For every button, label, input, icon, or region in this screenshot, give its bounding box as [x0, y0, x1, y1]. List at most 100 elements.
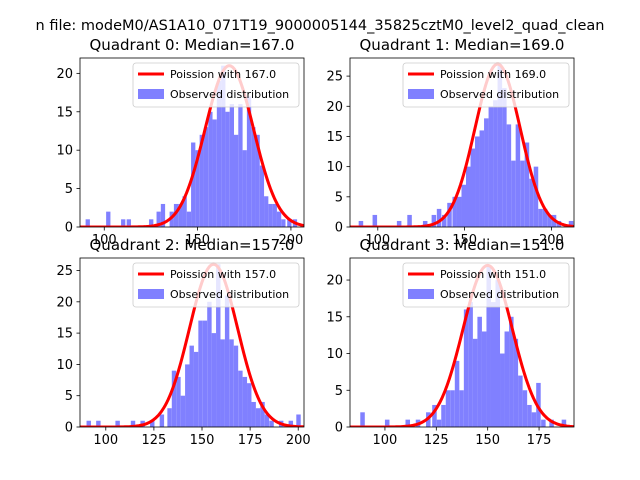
histogram-bar: [468, 302, 473, 427]
y-tick-label: 0: [335, 421, 343, 436]
axes-frame: [79, 257, 305, 428]
histogram-bar: [207, 301, 212, 427]
histogram-bar: [159, 414, 165, 427]
histogram-bar: [229, 339, 234, 427]
y-tick-label: 10: [326, 347, 343, 362]
legend-box: [402, 62, 570, 108]
histogram-bar: [533, 166, 539, 227]
histogram-bar: [542, 208, 548, 227]
histogram-bar: [522, 390, 528, 427]
histogram-bar: [233, 345, 239, 427]
histogram-bar: [251, 401, 256, 427]
y-tick-label: 10: [326, 160, 343, 175]
histogram-bar: [182, 196, 187, 227]
y-tick-label: 20: [326, 274, 343, 289]
x-tick-label: 200: [279, 233, 304, 248]
histogram-bar: [538, 208, 543, 227]
axes-frame: [349, 57, 575, 228]
legend-hist-swatch: [138, 89, 164, 99]
histogram-bar: [276, 211, 282, 227]
histogram-bar: [527, 404, 532, 427]
histogram-bar: [225, 111, 230, 227]
histogram-bar: [358, 220, 364, 227]
y-tick-label: 0: [335, 221, 343, 236]
histogram-bar: [171, 370, 177, 427]
legend-hist-swatch: [408, 89, 434, 99]
histogram-bar: [150, 420, 155, 427]
y-tick-label: 5: [335, 190, 343, 205]
x-tick-label: 175: [238, 433, 263, 448]
histogram-bar: [470, 148, 476, 227]
y-tick-label: 15: [56, 105, 73, 120]
legend-curve-label: Poission with 151.0: [440, 268, 546, 281]
y-tick-label: 5: [65, 182, 73, 197]
histogram-bar: [486, 265, 491, 427]
histogram-bar: [199, 134, 204, 227]
histogram-bar: [86, 420, 91, 427]
histogram-bar: [268, 203, 273, 227]
histogram-bar: [176, 376, 181, 427]
y-tick-label: 15: [326, 310, 343, 325]
poisson-curve: [350, 62, 574, 227]
histogram-bar: [185, 364, 190, 427]
x-tick-label: 100: [93, 433, 118, 448]
x-tick-label: 200: [539, 233, 564, 248]
histogram-bar: [167, 408, 172, 427]
histogram-bar: [372, 214, 378, 227]
histogram-bar: [459, 390, 464, 427]
x-tick-label: 125: [141, 433, 166, 448]
histogram-bar: [195, 150, 200, 227]
histogram-bar: [495, 280, 501, 427]
histogram-bar: [481, 331, 487, 427]
x-tick-label: 100: [365, 233, 390, 248]
histogram-bar: [549, 419, 554, 427]
histogram-bar: [269, 420, 274, 427]
histogram-bar: [212, 119, 217, 227]
histogram-bar: [513, 338, 519, 427]
quadrant-2-chart: 100 125 150 175 200 0 5 10 15 20 25 Quadrant 2: Med…: [56, 236, 310, 448]
histogram: [85, 65, 298, 227]
histogram-bar: [484, 118, 489, 227]
histogram-bar: [173, 203, 179, 227]
histogram-bar: [547, 214, 552, 227]
histogram-bar: [520, 160, 525, 227]
histogram-bar: [121, 219, 126, 227]
chart-title: Quadrant 0: Median=167.0: [90, 36, 295, 54]
histogram-bar: [506, 124, 512, 227]
histogram-bar: [452, 196, 457, 227]
figure-suptitle: n file: modeM0/AS1A10_071T19_9000005144_…: [36, 18, 605, 34]
histogram-bar: [216, 81, 222, 227]
histogram-bar: [296, 414, 301, 427]
histogram-bar: [465, 166, 471, 227]
histogram-bar: [264, 414, 270, 427]
histogram-bar: [238, 104, 243, 227]
chart-title: Quadrant 2: Median=157.0: [90, 236, 295, 254]
histogram-bar: [422, 220, 428, 227]
y-tick-label: 10: [56, 144, 73, 159]
histogram-bar: [96, 420, 101, 427]
histogram-bar: [149, 219, 154, 227]
histogram-bar: [202, 320, 208, 427]
legend-hist-label: Observed distribution: [440, 288, 559, 301]
histogram-bar: [360, 412, 365, 427]
quadrant-0-chart: 100 150 200 0 5 10 15 20 Quadrant 0: Median=167.…: [56, 36, 305, 248]
y-tick-label: 25: [56, 264, 73, 279]
legend: Poission with 157.0 Observed distribution: [132, 262, 300, 308]
histogram-bar: [490, 302, 496, 427]
histogram-bar: [242, 150, 247, 227]
histogram-bar: [126, 219, 131, 227]
y-tick-label: 5: [65, 389, 73, 404]
y-tick-label: 20: [326, 100, 343, 115]
histogram-bar: [216, 264, 221, 427]
legend-box: [402, 262, 570, 308]
histogram-bar: [186, 211, 192, 227]
legend-curve-label: Poission with 169.0: [440, 68, 546, 81]
legend-hist-label: Observed distribution: [170, 88, 289, 101]
histogram-bar: [511, 160, 516, 227]
histogram-bar: [463, 309, 469, 427]
histogram-bar: [432, 404, 437, 427]
legend: Poission with 167.0 Observed distribution: [132, 62, 300, 108]
y-tick-label: 10: [56, 358, 73, 373]
legend-box: [132, 62, 300, 108]
histogram-bar: [160, 203, 166, 227]
